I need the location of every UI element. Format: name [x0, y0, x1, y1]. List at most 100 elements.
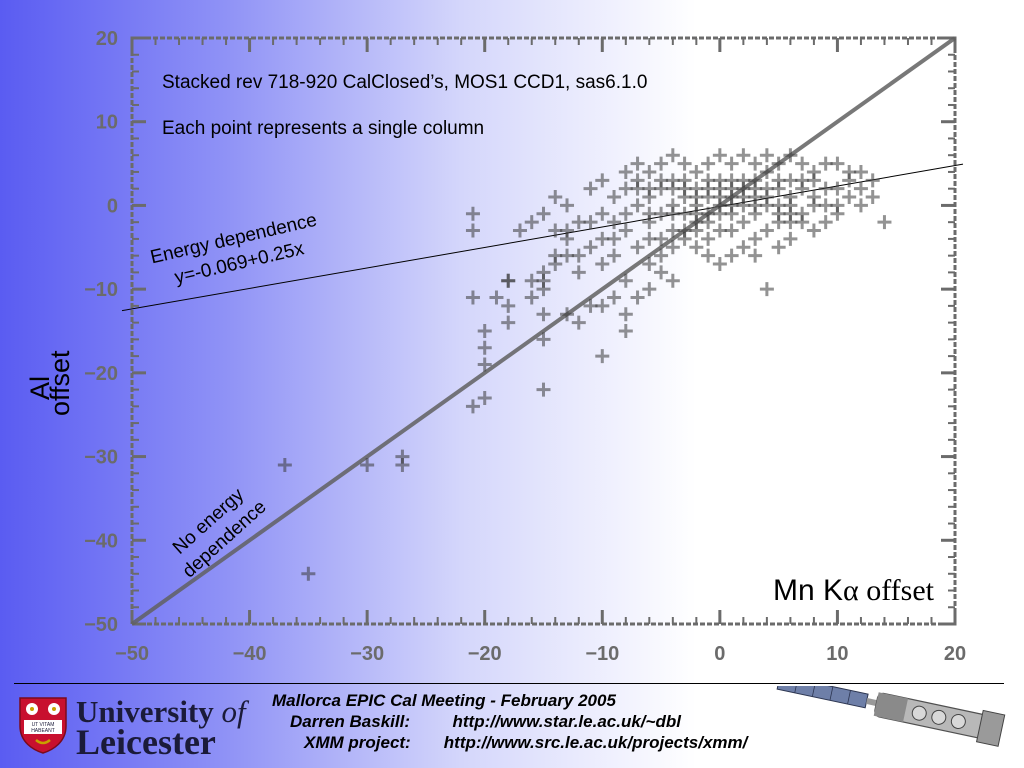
data-point	[548, 190, 563, 205]
data-point	[842, 164, 857, 179]
data-point	[571, 315, 586, 330]
data-point	[771, 173, 786, 188]
data-point	[595, 173, 610, 188]
data-point	[489, 290, 504, 305]
data-point	[865, 190, 880, 205]
data-point	[818, 181, 833, 196]
data-point	[536, 307, 551, 322]
data-point	[465, 206, 480, 221]
x-tick-label: −10	[585, 643, 619, 665]
data-point	[571, 215, 586, 230]
data-point	[677, 206, 692, 221]
data-point	[748, 231, 763, 246]
x-axis-label: Mn Kα offset	[773, 574, 934, 608]
data-point	[771, 240, 786, 255]
data-point	[560, 307, 575, 322]
data-point	[865, 173, 880, 188]
data-point	[771, 156, 786, 171]
data-point	[759, 198, 774, 213]
data-point	[665, 206, 680, 221]
data-point	[560, 223, 575, 238]
footer-project-line: XMM project: http://www.src.le.ac.uk/pro…	[304, 733, 748, 752]
data-point	[677, 173, 692, 188]
data-point	[665, 240, 680, 255]
y-axis-label: Al offset	[25, 350, 75, 416]
data-point	[783, 206, 798, 221]
data-point	[465, 399, 480, 414]
data-point	[712, 206, 727, 221]
data-point	[783, 190, 798, 205]
data-point	[818, 198, 833, 213]
data-point	[524, 215, 539, 230]
plot-points	[277, 148, 892, 581]
data-point	[724, 173, 739, 188]
data-point	[701, 231, 716, 246]
alpha-symbol: α	[843, 574, 859, 607]
data-point	[477, 340, 492, 355]
y-tick-label: 10	[96, 112, 118, 134]
data-point	[724, 223, 739, 238]
data-point	[277, 457, 292, 472]
data-point	[501, 273, 516, 288]
data-point	[642, 282, 657, 297]
data-point	[677, 223, 692, 238]
data-point	[595, 206, 610, 221]
data-point	[806, 198, 821, 213]
x-tick-label: −20	[468, 643, 502, 665]
data-point	[642, 181, 657, 196]
data-point	[524, 273, 539, 288]
data-point	[701, 156, 716, 171]
data-point	[618, 273, 633, 288]
data-point	[818, 156, 833, 171]
data-point	[853, 181, 868, 196]
data-point	[818, 215, 833, 230]
data-point	[748, 248, 763, 263]
identity-line	[130, 36, 957, 626]
data-point	[701, 248, 716, 263]
data-point	[748, 190, 763, 205]
data-point	[536, 382, 551, 397]
y-tick-label: −20	[84, 363, 118, 385]
data-point	[536, 273, 551, 288]
data-point	[783, 173, 798, 188]
data-point	[607, 190, 622, 205]
data-point	[618, 164, 633, 179]
data-point	[618, 307, 633, 322]
data-point	[806, 173, 821, 188]
y-tick-label: −10	[84, 279, 118, 301]
data-point	[677, 156, 692, 171]
data-point	[630, 198, 645, 213]
data-point	[783, 231, 798, 246]
data-point	[712, 257, 727, 272]
data-point	[477, 324, 492, 338]
data-point	[642, 206, 657, 221]
data-point	[571, 248, 586, 263]
data-point	[571, 265, 586, 280]
data-point	[830, 181, 845, 196]
logo-word-university: University	[76, 694, 214, 729]
data-point	[607, 231, 622, 246]
data-point	[759, 164, 774, 179]
data-point	[701, 190, 716, 205]
data-point	[759, 282, 774, 297]
data-point	[759, 148, 774, 163]
x-axis-label-prefix: Mn K	[772, 574, 844, 607]
university-logo: UT VITAM HABEANT University of Leicester	[18, 694, 268, 762]
data-point	[830, 156, 845, 171]
data-point	[548, 257, 563, 272]
data-point	[642, 164, 657, 179]
data-point	[618, 223, 633, 238]
data-point	[665, 223, 680, 238]
y-tick-label: 0	[107, 195, 118, 217]
data-point	[301, 566, 316, 581]
y-tick-label: 20	[96, 28, 118, 50]
data-point	[677, 190, 692, 205]
data-point	[654, 248, 669, 263]
y-tick-label: −50	[84, 614, 118, 636]
data-point	[712, 223, 727, 238]
data-point	[701, 215, 716, 230]
footer-meeting-line: Mallorca EPIC Cal Meeting - February 200…	[272, 691, 616, 710]
data-point	[501, 315, 516, 330]
footer-divider	[14, 683, 1004, 684]
data-point	[536, 332, 551, 347]
